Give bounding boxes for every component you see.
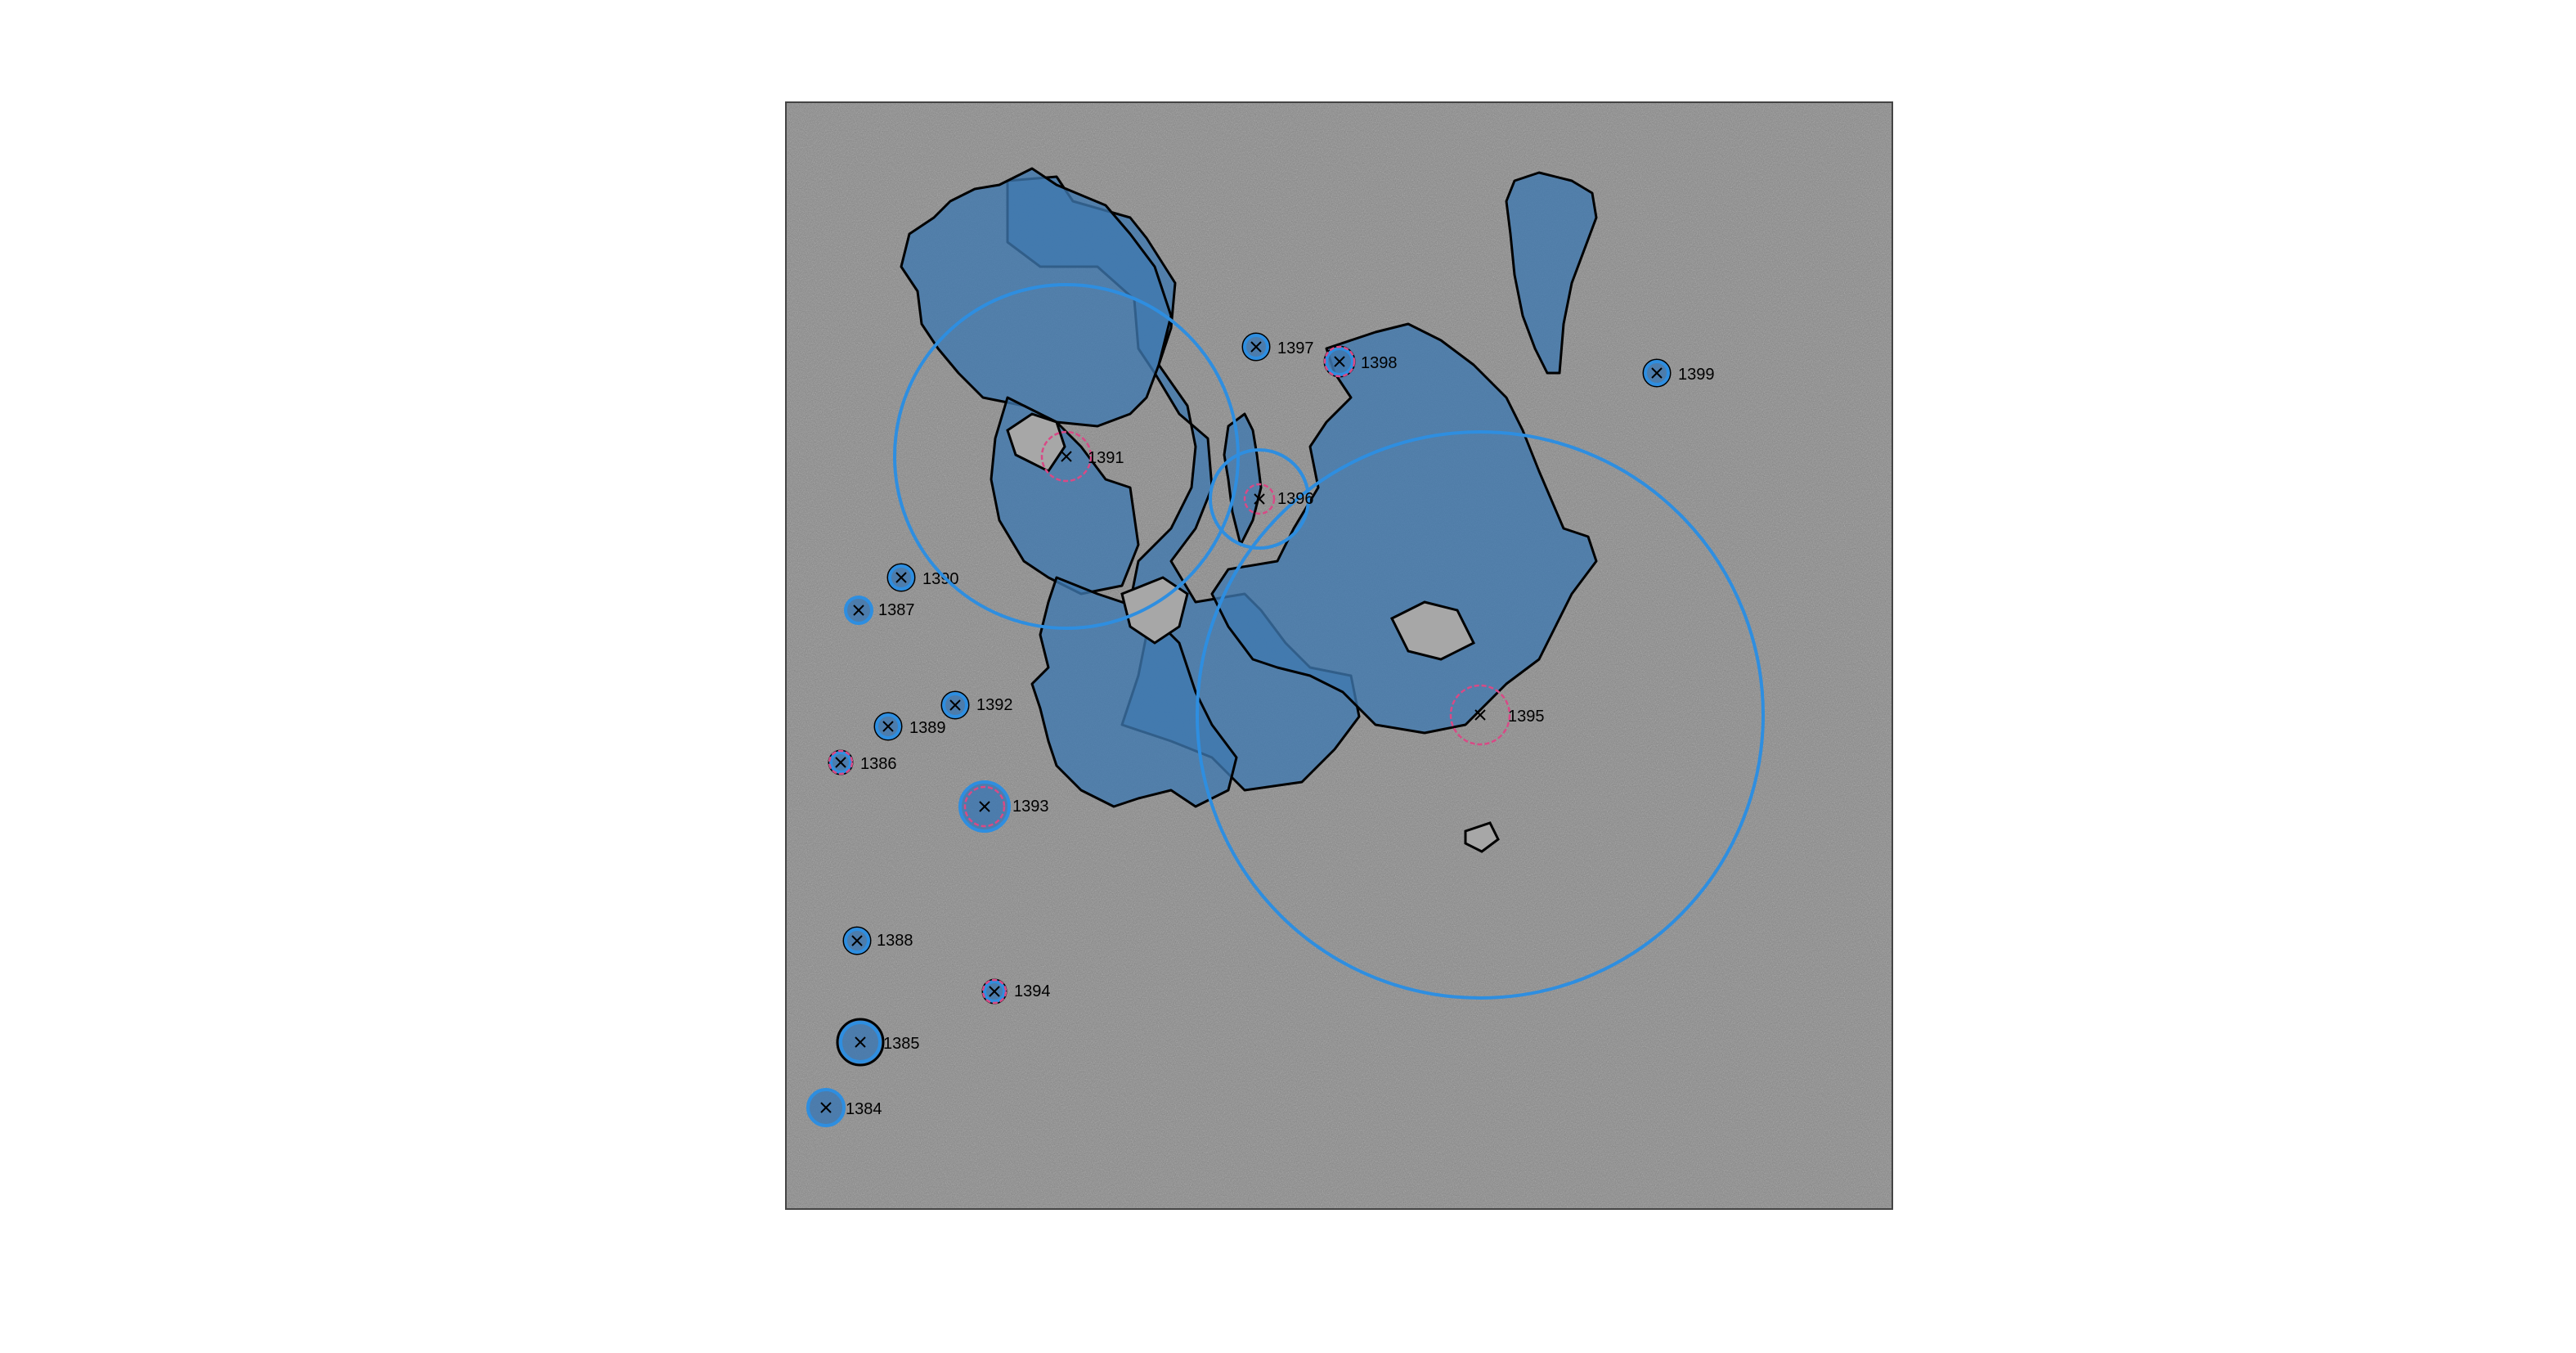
x-mark-icon	[853, 605, 864, 616]
outer-circle	[844, 596, 873, 625]
inner-circle	[1040, 430, 1093, 483]
region-label: 1393	[1012, 798, 1049, 816]
x-mark-icon	[1254, 493, 1265, 505]
region-label: 1385	[883, 1035, 920, 1053]
inner-circle	[1449, 684, 1511, 746]
outer-circle	[844, 928, 870, 954]
segmentation-region	[1210, 322, 1598, 735]
x-mark-icon	[1651, 367, 1663, 379]
outer-circle	[1644, 360, 1670, 386]
region-label: 1399	[1678, 366, 1715, 384]
region-label: 1386	[860, 755, 897, 773]
annotation-1387: 1387	[844, 596, 915, 625]
outer-circle	[806, 1088, 846, 1127]
outer-circle	[875, 713, 901, 739]
annotation-1385: 1385	[836, 1018, 920, 1067]
x-mark-icon	[882, 721, 894, 732]
inner-circle	[1323, 345, 1356, 378]
segmentation-regions	[900, 167, 1598, 853]
annotation-1384: 1384	[806, 1088, 882, 1127]
annotation-1386: 1386	[828, 749, 897, 775]
region-label: 1391	[1088, 449, 1124, 467]
outer-circle	[1209, 448, 1310, 550]
annotation-1391: 1391	[893, 283, 1240, 630]
annotation-1396: 1396	[1209, 448, 1314, 550]
x-mark-icon	[949, 699, 961, 711]
region-label: 1396	[1277, 490, 1314, 508]
region-label: 1389	[909, 719, 946, 737]
x-mark-icon	[1250, 341, 1262, 353]
region-label: 1394	[1014, 982, 1051, 1000]
region-label: 1398	[1361, 354, 1398, 372]
region-hole	[1006, 412, 1066, 473]
region-label: 1384	[846, 1100, 882, 1118]
region-label: 1397	[1277, 339, 1314, 357]
outer-circle	[1325, 347, 1354, 376]
region-label: 1392	[976, 696, 1013, 714]
x-mark-icon	[1061, 451, 1072, 462]
outer-circle	[942, 692, 968, 718]
segmentation-region	[1505, 171, 1598, 375]
inner-circle	[981, 978, 1008, 1005]
annotation-1399: 1399	[1642, 358, 1715, 388]
region-hole	[1389, 600, 1476, 661]
micrograph-image: 1384 1385 1386 1387 1388 1389 1390 1391 1392 1393…	[787, 103, 1892, 1208]
inner-circle	[1243, 483, 1276, 515]
x-mark-icon	[989, 986, 1000, 997]
outer-circle	[1243, 334, 1269, 360]
x-mark-icon	[851, 935, 863, 946]
outer-circle	[983, 980, 1006, 1003]
annotation-1394: 1394	[981, 978, 1051, 1005]
outer-circle	[1196, 430, 1765, 1000]
region-hole	[1464, 821, 1500, 853]
micrograph-frame: 1384 1385 1386 1387 1388 1389 1390 1391 1392 1393…	[785, 101, 1893, 1210]
annotation-layer: 1384 1385 1386 1387 1388 1389 1390 1391 1392 1393…	[806, 283, 1765, 1127]
segmentation-region	[1030, 576, 1238, 808]
x-mark-icon	[1474, 709, 1486, 721]
inner-circle	[828, 749, 854, 775]
x-mark-icon	[855, 1036, 866, 1048]
x-mark-icon	[820, 1102, 832, 1113]
annotation-1392: 1392	[940, 690, 1013, 720]
annotation-1398: 1398	[1323, 345, 1398, 378]
region-label: 1395	[1508, 708, 1545, 726]
outer-circle	[829, 751, 852, 774]
inner-circle	[963, 785, 1006, 828]
annotation-1397: 1397	[1241, 332, 1314, 362]
outer-circle	[839, 1021, 882, 1063]
annotation-1389: 1389	[873, 712, 946, 741]
x-mark-icon	[979, 801, 990, 812]
annotation-1395: 1395	[1196, 430, 1765, 1000]
annotation-1390: 1390	[886, 563, 959, 592]
x-mark-icon	[835, 757, 846, 768]
outer-circle	[958, 780, 1011, 833]
x-mark-icon	[1334, 356, 1345, 367]
x-mark-icon	[895, 572, 907, 583]
annotation-1388: 1388	[842, 926, 913, 955]
outer-circle	[888, 564, 914, 591]
outer-circle	[893, 283, 1240, 630]
region-label: 1388	[877, 932, 913, 950]
region-label: 1387	[878, 601, 915, 619]
annotation-1393: 1393	[958, 780, 1049, 833]
